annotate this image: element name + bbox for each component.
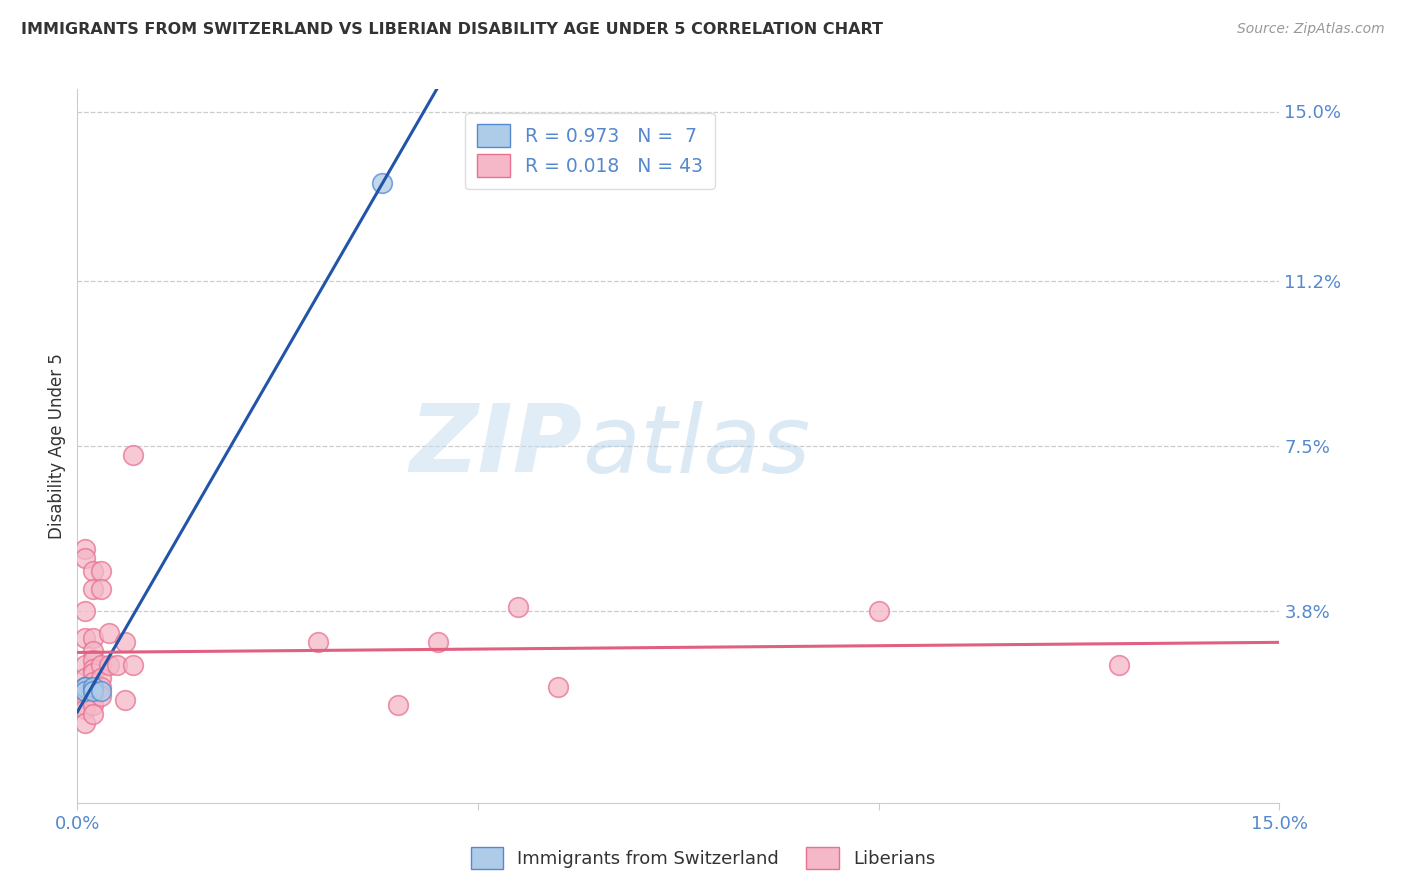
Point (75, 702, 97, 716)
Point (547, 680, 569, 694)
Point (75, 541, 97, 556)
Point (82, 564, 104, 578)
Point (98, 657, 121, 672)
Point (75, 680, 97, 694)
Point (82, 680, 104, 694)
Point (90, 657, 112, 672)
Point (82, 653, 104, 667)
Y-axis label: Disability Age Under 5: Disability Age Under 5 (48, 353, 66, 539)
Point (75, 689, 97, 703)
Point (90, 680, 112, 694)
Point (90, 671, 112, 685)
Point (122, 448, 145, 462)
Point (75, 550, 97, 565)
Text: Source: ZipAtlas.com: Source: ZipAtlas.com (1237, 22, 1385, 37)
Point (82, 698, 104, 712)
Point (868, 604, 890, 618)
Point (1108, 657, 1130, 672)
Point (107, 657, 129, 672)
Point (371, 176, 394, 190)
Point (75, 680, 97, 694)
Legend: Immigrants from Switzerland, Liberians: Immigrants from Switzerland, Liberians (461, 838, 945, 879)
Legend: R = 0.973   N =  7, R = 0.018   N = 43: R = 0.973 N = 7, R = 0.018 N = 43 (465, 113, 714, 188)
Point (122, 657, 145, 672)
Point (82, 662, 104, 676)
Point (82, 666, 104, 681)
Point (90, 564, 112, 578)
Point (82, 684, 104, 698)
Point (508, 599, 530, 614)
Point (90, 689, 112, 703)
Text: ZIP: ZIP (409, 400, 582, 492)
Point (75, 671, 97, 685)
Point (98, 626, 121, 640)
Point (114, 635, 136, 649)
Point (75, 631, 97, 645)
Point (427, 635, 450, 649)
Point (75, 684, 97, 698)
Point (90, 582, 112, 596)
Point (75, 657, 97, 672)
Point (82, 644, 104, 658)
Point (90, 684, 112, 698)
Point (114, 693, 136, 707)
Text: atlas: atlas (582, 401, 810, 491)
Point (75, 604, 97, 618)
Text: IMMIGRANTS FROM SWITZERLAND VS LIBERIAN DISABILITY AGE UNDER 5 CORRELATION CHART: IMMIGRANTS FROM SWITZERLAND VS LIBERIAN … (21, 22, 883, 37)
Point (82, 631, 104, 645)
Point (82, 675, 104, 690)
Point (75, 680, 97, 694)
Point (75, 698, 97, 712)
Point (307, 635, 329, 649)
Point (82, 689, 104, 703)
Point (82, 582, 104, 596)
Point (82, 706, 104, 721)
Point (82, 680, 104, 694)
Point (75, 715, 97, 730)
Point (387, 698, 409, 712)
